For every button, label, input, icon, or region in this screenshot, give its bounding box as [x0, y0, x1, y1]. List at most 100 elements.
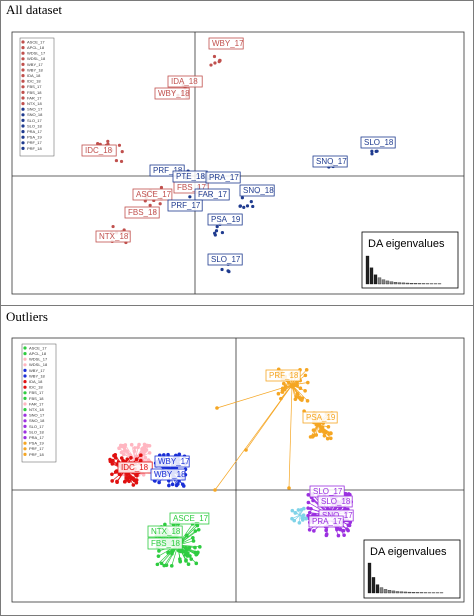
group-label: SNO_18: [243, 186, 274, 195]
sample-point: [139, 453, 143, 457]
group-label: WBY_17: [212, 39, 244, 48]
sample-point: [307, 527, 312, 532]
eigenvalue-bar: [415, 592, 420, 594]
sample-point: [110, 479, 114, 483]
group-label: PTE_18: [176, 172, 205, 181]
legend-marker: [23, 357, 27, 361]
legend-entry-label: PRA_17: [27, 129, 43, 134]
sample-point: [304, 516, 308, 521]
panel-title-outliers: Outliers: [6, 309, 48, 324]
eigenvalue-bar: [365, 255, 370, 285]
spoke-line: [125, 444, 136, 461]
sample-point: [300, 398, 304, 402]
eigenvalue-bars: [365, 255, 442, 285]
legend-marker: [21, 79, 25, 83]
sample-point: [290, 516, 294, 521]
legend-entry-label: NTX_18: [27, 101, 42, 106]
legend-marker: [21, 51, 25, 55]
sample-point: [209, 63, 213, 67]
eigenvalue-bar: [385, 280, 390, 285]
sample-point: [106, 139, 110, 144]
sample-point: [346, 528, 350, 533]
eigenvalue-bar: [421, 283, 426, 285]
group-label: ASCE_17: [136, 190, 172, 199]
eigenvalue-bar: [371, 577, 376, 594]
group-label: SLO_18: [364, 138, 394, 147]
sample-point: [129, 442, 134, 447]
legend-entry-label: PRF_18: [27, 146, 42, 151]
sample-point: [134, 480, 139, 485]
sample-point: [124, 476, 129, 480]
spoke-line: [291, 382, 308, 386]
sample-point: [312, 529, 316, 533]
sample-point: [132, 449, 137, 454]
legend-marker: [23, 436, 27, 440]
eigenvalue-bar: [397, 282, 402, 285]
legend-entry-label: WDSL_18: [27, 56, 46, 61]
group-label-box: [154, 455, 190, 468]
sample-point: [346, 523, 351, 528]
legend-marker: [21, 102, 25, 106]
legend-entry-label: PRA_17: [29, 435, 45, 440]
sample-point: [295, 380, 299, 385]
sample-point: [141, 472, 146, 477]
group-label-box: [169, 512, 210, 525]
sample-point: [133, 446, 137, 450]
sample-point: [185, 533, 189, 538]
sample-point: [127, 475, 131, 480]
sample-point: [348, 520, 353, 525]
legend-entry-label: ASCE_17: [29, 345, 47, 350]
sample-point: [213, 61, 217, 65]
legend-marker: [21, 130, 25, 134]
group-labels: PRF_18 PSA_19 WBY_17 IDC_18 WBY_18 ASCE_17 NTX…: [117, 369, 354, 550]
legend-entry-label: WBY_18: [29, 373, 46, 378]
inset-title: DA eigenvalues: [368, 238, 445, 250]
group-label: SLO_17: [211, 255, 241, 264]
sample-point: [169, 564, 174, 568]
legend-entry-label: SNO_18: [29, 418, 45, 423]
sample-point: [213, 233, 217, 237]
outlier-spoke: [288, 384, 293, 489]
sample-point: [301, 513, 306, 517]
legend-marker: [23, 368, 27, 372]
sample-point: [341, 528, 346, 533]
sample-point: [196, 527, 201, 532]
group-label: SLO_17: [313, 487, 343, 496]
sample-point: [326, 424, 331, 429]
sample-point: [251, 204, 255, 209]
group-label-box: [81, 144, 117, 157]
legend-marker: [23, 408, 27, 412]
inset-title: DA eigenvalues: [370, 546, 447, 558]
eigenvalue-bar: [389, 281, 394, 285]
legend-marker: [21, 118, 25, 122]
sample-point: [189, 557, 194, 561]
group-label: ASCE_17: [173, 514, 209, 523]
sample-point: [348, 492, 352, 497]
legend-entry-label: APCL_18: [29, 351, 47, 356]
eigenvalue-bar: [367, 562, 372, 594]
group-label: PSA_19: [211, 215, 241, 224]
group-label-box: [194, 188, 230, 201]
legend-entry-label: IDA_18: [27, 73, 41, 78]
sample-point: [282, 387, 287, 392]
legend-entry-label: PSA_19: [27, 135, 42, 140]
spoke-line: [134, 444, 145, 461]
legend-entry-label: ASCE_17: [27, 39, 45, 44]
group-label: SNO_17: [322, 511, 353, 520]
legend-entry-label: WBY_17: [29, 368, 46, 373]
group-label: FAR_17: [198, 190, 227, 199]
sample-point: [191, 539, 196, 543]
sample-point: [112, 453, 116, 458]
group-label: FBS_18: [151, 539, 180, 548]
sample-point: [148, 203, 152, 207]
sample-point: [336, 533, 341, 538]
sample-point: [194, 561, 199, 566]
legend-entry-label: FAR_17: [29, 401, 44, 406]
sample-point: [195, 551, 200, 556]
group-label: IDC_18: [85, 146, 113, 155]
sample-point: [121, 452, 126, 457]
eigenvalue-bar: [383, 589, 388, 594]
sample-point: [296, 508, 301, 512]
eigenvalue-bar: [375, 584, 380, 594]
sample-point: [215, 225, 219, 229]
